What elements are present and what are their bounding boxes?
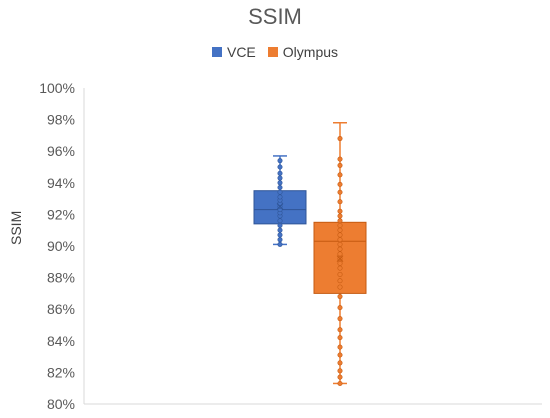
data-point-olympus bbox=[337, 237, 343, 243]
data-point-olympus bbox=[337, 380, 343, 386]
y-tick-label: 98% bbox=[47, 112, 75, 128]
y-tick-label: 96% bbox=[47, 143, 75, 159]
data-point-olympus bbox=[337, 374, 343, 380]
data-point-olympus bbox=[337, 294, 343, 300]
data-point-olympus bbox=[337, 284, 343, 290]
data-point-olympus bbox=[337, 213, 343, 219]
data-point-vce bbox=[277, 222, 283, 228]
chart-title: SSIM bbox=[248, 4, 302, 29]
data-point-olympus bbox=[337, 271, 343, 277]
data-point-olympus bbox=[337, 352, 343, 358]
data-point-vce bbox=[277, 189, 283, 195]
mean-marker-olympus bbox=[336, 255, 344, 262]
data-point-olympus bbox=[337, 260, 343, 266]
y-tick-label: 92% bbox=[47, 206, 75, 222]
y-tick-label: 100% bbox=[39, 80, 75, 96]
data-point-olympus bbox=[337, 360, 343, 366]
y-tick-label: 88% bbox=[47, 270, 75, 286]
data-point-vce bbox=[277, 194, 283, 200]
legend-label-olympus: Olympus bbox=[282, 44, 339, 60]
y-tick-label: 86% bbox=[47, 301, 75, 317]
data-point-vce bbox=[277, 241, 283, 247]
y-tick-label: 80% bbox=[47, 396, 75, 412]
data-point-vce bbox=[277, 237, 283, 243]
data-point-olympus bbox=[337, 156, 343, 162]
data-point-vce bbox=[277, 185, 283, 191]
legend-swatch-vce bbox=[211, 47, 222, 57]
data-point-olympus bbox=[337, 218, 343, 224]
legend-label-vce: VCE bbox=[226, 44, 256, 60]
data-point-olympus bbox=[337, 227, 343, 233]
data-point-olympus bbox=[337, 189, 343, 195]
data-point-olympus bbox=[337, 181, 343, 187]
data-point-olympus bbox=[337, 327, 343, 333]
data-point-vce bbox=[277, 232, 283, 238]
y-tick-label: 82% bbox=[47, 364, 75, 380]
legend: VCE Olympus bbox=[0, 44, 550, 60]
data-point-olympus bbox=[337, 305, 343, 311]
data-point-olympus bbox=[337, 241, 343, 247]
data-point-vce bbox=[277, 158, 283, 164]
data-point-vce bbox=[277, 180, 283, 186]
data-point-olympus bbox=[337, 251, 343, 257]
data-point-olympus bbox=[337, 335, 343, 341]
data-point-olympus bbox=[337, 172, 343, 178]
data-point-olympus bbox=[337, 136, 343, 142]
data-point-vce bbox=[277, 218, 283, 224]
data-point-olympus bbox=[337, 344, 343, 350]
y-tick-label: 90% bbox=[47, 238, 75, 254]
legend-item-olympus: Olympus bbox=[267, 44, 339, 60]
data-point-olympus bbox=[337, 368, 343, 374]
data-point-olympus bbox=[337, 208, 343, 214]
legend-item-vce: VCE bbox=[211, 44, 256, 60]
y-tick-label: 94% bbox=[47, 175, 75, 191]
data-point-olympus bbox=[337, 265, 343, 271]
y-tick-label: 84% bbox=[47, 333, 75, 349]
data-point-olympus bbox=[337, 162, 343, 168]
data-point-olympus bbox=[337, 222, 343, 228]
mean-marker-vce bbox=[276, 203, 284, 210]
legend-swatch-olympus bbox=[267, 47, 278, 57]
data-point-vce bbox=[277, 227, 283, 233]
data-point-vce bbox=[277, 170, 283, 176]
data-point-olympus bbox=[337, 232, 343, 238]
data-point-olympus bbox=[337, 246, 343, 252]
data-point-vce bbox=[277, 164, 283, 170]
data-point-vce bbox=[277, 175, 283, 181]
data-point-olympus bbox=[337, 316, 343, 322]
data-point-olympus bbox=[337, 199, 343, 205]
data-point-olympus bbox=[337, 278, 343, 284]
